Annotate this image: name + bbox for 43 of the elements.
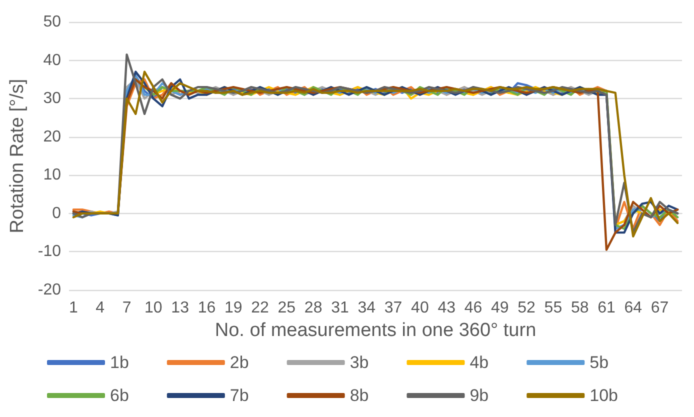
legend-label: 4b: [470, 353, 489, 372]
y-tick-label: 10: [43, 166, 62, 184]
legend-label: 2b: [230, 353, 249, 372]
x-tick-label: 43: [438, 300, 456, 316]
legend-label: 7b: [230, 386, 249, 405]
x-tick-label: 58: [570, 300, 589, 316]
y-tick-label: -10: [38, 243, 62, 260]
legend-label: 1b: [110, 353, 129, 372]
legend-label: 6b: [110, 386, 129, 405]
y-tick-label: 20: [43, 128, 62, 146]
x-tick-label: 25: [278, 300, 296, 316]
x-tick-label: 1: [69, 300, 78, 316]
x-tick-label: 10: [144, 300, 162, 316]
y-tick-label: 50: [43, 14, 62, 30]
x-tick-label: 22: [251, 300, 270, 316]
x-tick-label: 52: [518, 300, 536, 316]
x-tick-label: 67: [650, 300, 669, 316]
y-tick-label: 30: [43, 90, 62, 108]
legend-label: 5b: [590, 353, 609, 372]
legend-label: 8b: [350, 386, 369, 405]
x-tick-label: 61: [598, 300, 616, 316]
y-tick-label: 0: [52, 204, 62, 222]
x-tick-label: 55: [544, 300, 562, 316]
legend-label: 9b: [470, 386, 489, 405]
x-tick-label: 7: [122, 300, 132, 316]
y-axis-title: Rotation Rate [°/s]: [7, 78, 28, 234]
x-tick-label: 4: [96, 300, 105, 316]
x-tick-label: 37: [384, 300, 402, 316]
x-tick-label: 34: [358, 300, 376, 316]
x-tick-label: 40: [411, 300, 429, 316]
legend-label: 10b: [590, 386, 618, 405]
x-tick-label: 31: [331, 300, 349, 316]
x-tick-label: 49: [490, 300, 509, 316]
x-tick-label: 46: [464, 300, 482, 316]
x-tick-label: 19: [224, 300, 242, 316]
legend-label: 3b: [350, 353, 369, 372]
y-tick-label: -20: [38, 282, 62, 298]
x-tick-label: 13: [171, 300, 190, 316]
x-tick-label: 64: [624, 300, 642, 316]
x-tick-label: 16: [198, 300, 216, 316]
x-tick-label: 28: [304, 300, 322, 316]
x-axis-title: No. of measurements in one 360° turn: [214, 320, 536, 341]
y-tick-label: 40: [43, 52, 62, 69]
